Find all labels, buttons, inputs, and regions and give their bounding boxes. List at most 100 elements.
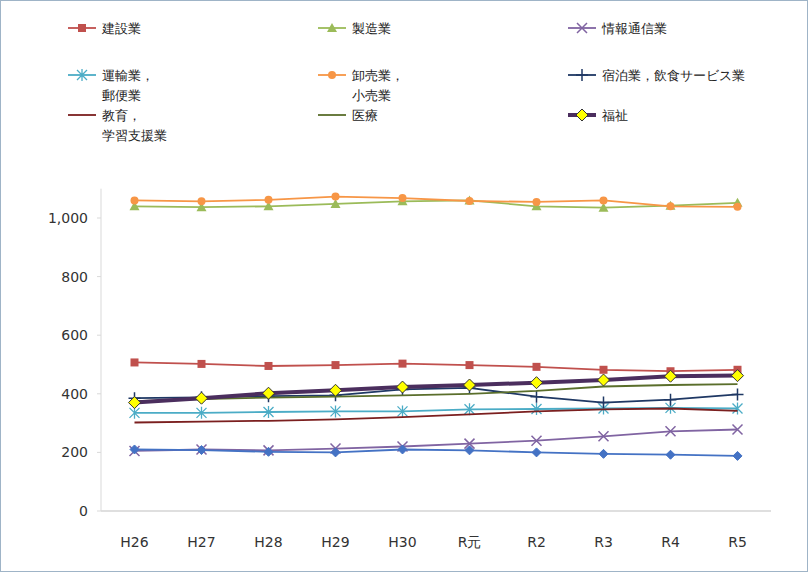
x-axis xyxy=(101,511,771,512)
legend-item: 医療 xyxy=(318,108,378,123)
legend-label-line: 建設業 xyxy=(101,21,141,36)
marker xyxy=(600,196,608,204)
legend-label-line: 運輸業， xyxy=(102,68,154,83)
marker xyxy=(533,198,541,206)
marker xyxy=(533,363,541,371)
marker xyxy=(665,370,677,382)
y-tick-label: 1,000 xyxy=(48,210,88,226)
legend-swatch xyxy=(318,114,346,116)
marker xyxy=(397,381,409,393)
legend-item: 製造業 xyxy=(318,21,391,36)
marker xyxy=(734,203,742,211)
chart: 02004006008001,000H26H27H28H29H30R元R2R3R… xyxy=(0,0,808,572)
y-tick xyxy=(97,335,101,336)
marker xyxy=(130,445,139,454)
marker xyxy=(531,391,543,403)
marker xyxy=(598,397,610,409)
marker xyxy=(198,197,206,205)
marker xyxy=(265,362,273,370)
x-tick-label: H29 xyxy=(321,534,349,550)
marker xyxy=(465,195,475,204)
marker xyxy=(466,197,474,205)
legend-marker xyxy=(328,71,336,79)
legend-item: 福祉 xyxy=(568,108,628,123)
legend-label: 医療 xyxy=(352,108,378,123)
marker xyxy=(531,377,543,389)
legend-marker xyxy=(576,109,588,121)
y-tick-label: 0 xyxy=(79,503,88,519)
legend-marker xyxy=(78,24,86,32)
marker xyxy=(264,445,274,455)
marker xyxy=(599,431,609,441)
y-tick xyxy=(97,393,101,394)
marker xyxy=(331,405,341,417)
x-tick-label: H30 xyxy=(388,534,416,550)
legend-label-line: 郵便業 xyxy=(102,88,141,103)
y-tick xyxy=(97,218,101,219)
marker xyxy=(733,425,743,435)
marker xyxy=(330,384,342,396)
chart-container: 02004006008001,000H26H27H28H29H30R元R2R3R… xyxy=(0,0,808,572)
legend-item: 宿泊業，飲食サービス業 xyxy=(568,68,745,83)
marker xyxy=(332,361,340,369)
series-line xyxy=(135,362,738,371)
legend-item: 教育， 学習支援業 xyxy=(68,108,167,143)
legend-label-line: 学習支援業 xyxy=(102,128,167,143)
x-tick-label: H28 xyxy=(254,534,282,550)
y-tick xyxy=(97,276,101,277)
series-line xyxy=(135,197,738,207)
marker xyxy=(666,201,676,210)
legend-label: 宿泊業，飲食サービス業 xyxy=(602,68,745,83)
marker xyxy=(398,405,408,417)
plot-area xyxy=(129,193,744,461)
marker xyxy=(733,402,743,414)
marker xyxy=(532,448,541,457)
legend-label-line: 卸売業， xyxy=(352,68,404,83)
marker xyxy=(197,444,207,454)
series-line xyxy=(135,450,738,456)
marker xyxy=(131,196,139,204)
marker xyxy=(197,446,206,455)
marker xyxy=(196,392,208,404)
marker xyxy=(666,450,675,459)
marker xyxy=(732,370,744,382)
marker xyxy=(733,451,742,460)
marker xyxy=(129,397,141,409)
marker xyxy=(196,391,208,403)
series-line xyxy=(135,409,738,423)
legend-label-line: 福祉 xyxy=(602,108,628,123)
y-tick-label: 200 xyxy=(61,444,88,460)
legend-label: 製造業 xyxy=(352,21,391,36)
legend-item: 建設業 xyxy=(68,21,141,36)
y-axis xyxy=(101,189,102,511)
marker xyxy=(265,196,273,204)
legend-label-line: 情報通信業 xyxy=(601,21,667,36)
legend-label-line: 教育， xyxy=(102,108,141,123)
legend-marker xyxy=(576,69,588,81)
marker xyxy=(131,358,139,366)
series-line xyxy=(135,430,738,451)
marker xyxy=(667,202,675,210)
legend-label: 建設業 xyxy=(101,21,141,36)
legend-label: 教育， 学習支援業 xyxy=(102,108,167,143)
x-tick-label: R5 xyxy=(728,534,747,550)
legend-label-line: 製造業 xyxy=(352,21,391,36)
marker xyxy=(264,406,274,418)
marker xyxy=(465,446,474,455)
series-line xyxy=(135,376,738,403)
legend-label-line: 小売業 xyxy=(352,88,391,103)
x-tick-label: H27 xyxy=(187,534,215,550)
legend-label: 福祉 xyxy=(602,108,628,123)
legend-label-line: 宿泊業，飲食サービス業 xyxy=(602,68,745,83)
marker xyxy=(666,426,676,436)
legend-item: 運輸業， 郵便業 xyxy=(68,68,154,103)
y-tick-label: 400 xyxy=(61,386,88,402)
marker xyxy=(665,394,677,406)
y-tick-label: 800 xyxy=(61,269,88,285)
legend-marker xyxy=(327,23,337,32)
marker xyxy=(399,194,407,202)
marker xyxy=(532,436,542,446)
legend-label: 卸売業， 小売業 xyxy=(352,68,404,103)
y-tick-label: 600 xyxy=(61,327,88,343)
marker xyxy=(198,360,206,368)
